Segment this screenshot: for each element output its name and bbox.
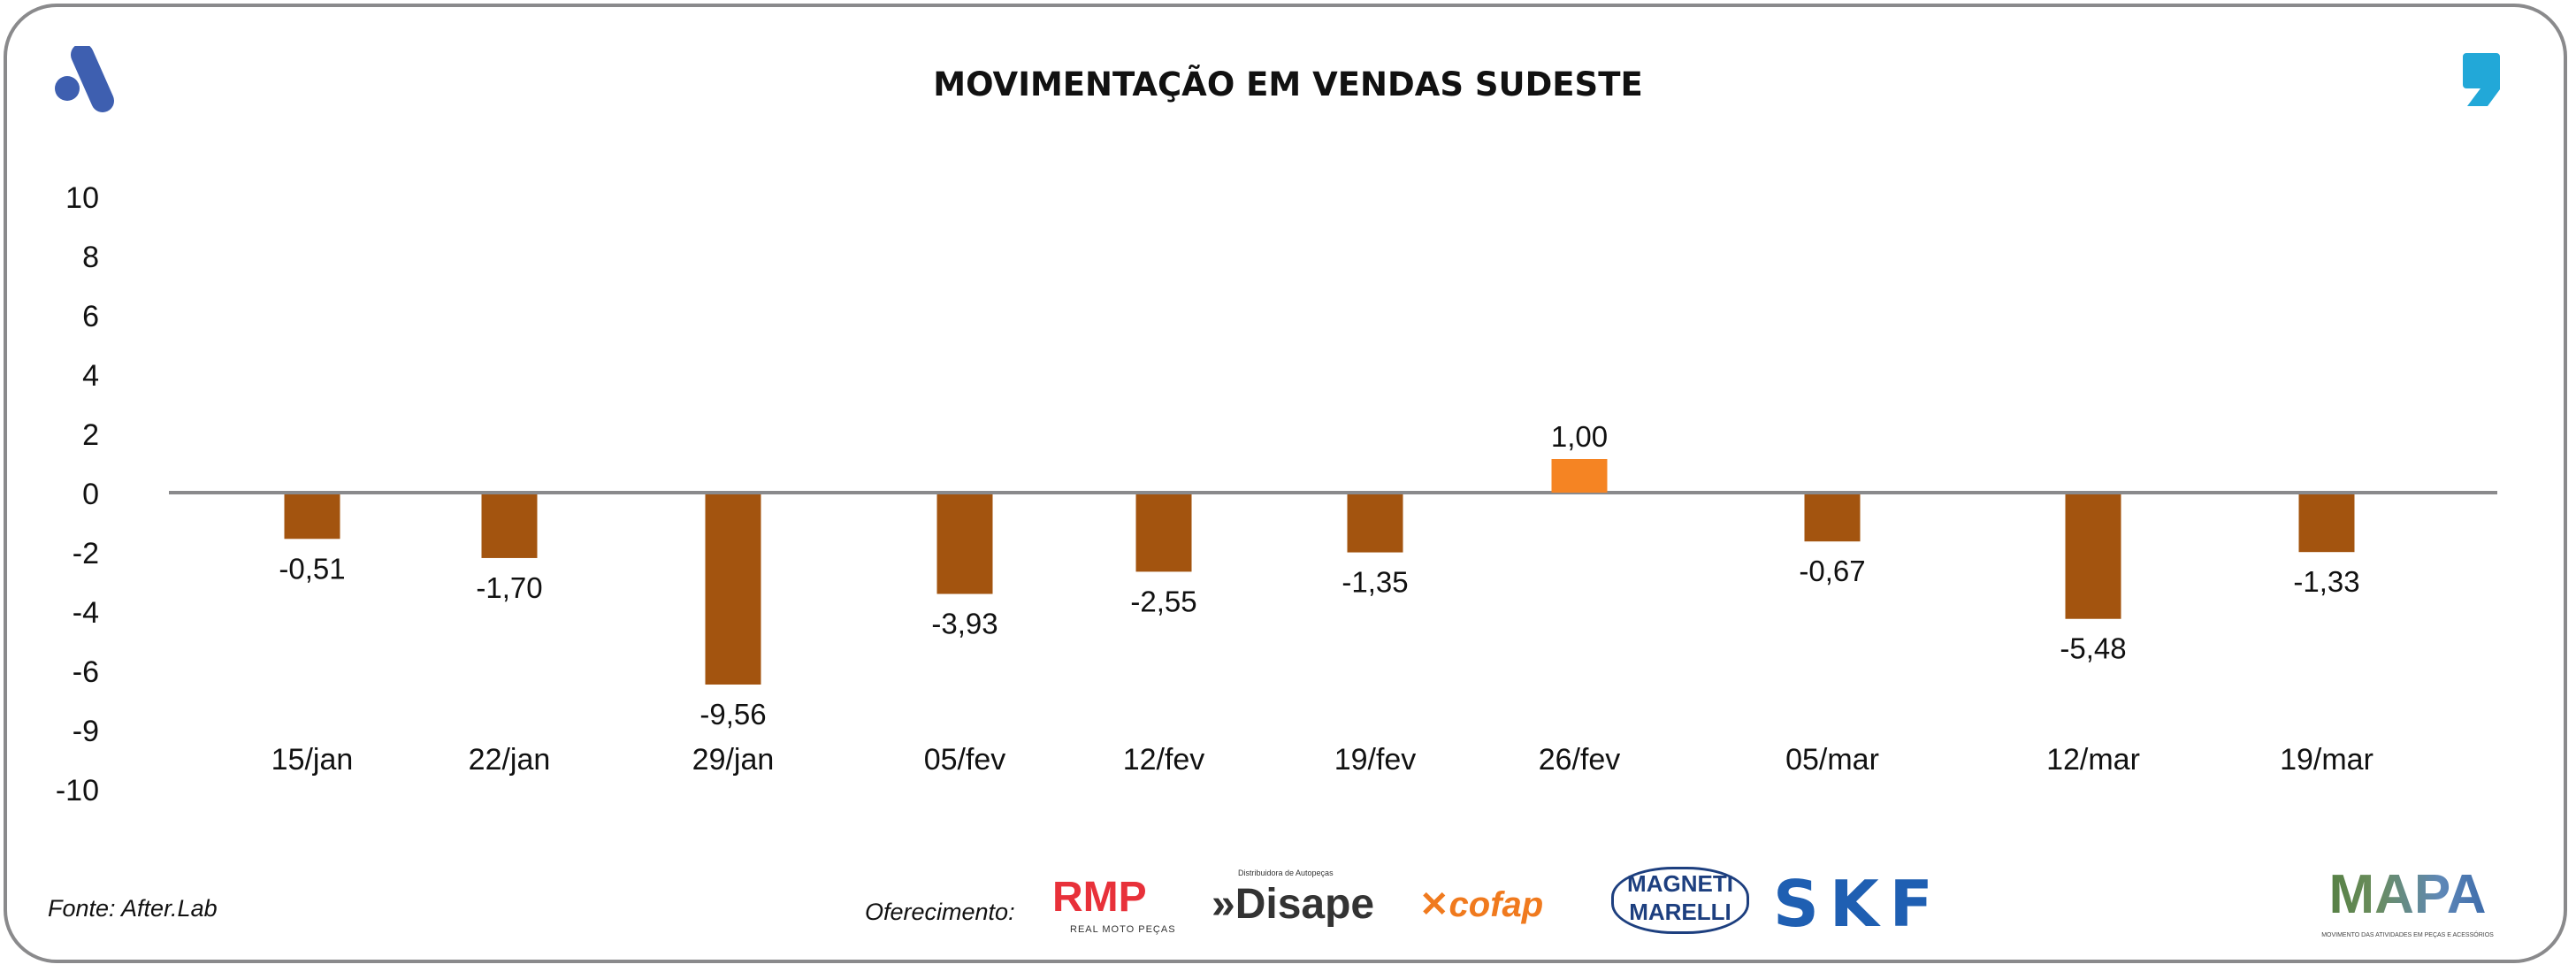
- data-label: -1,33: [2293, 565, 2359, 598]
- disape-tagline: Distribuidora de Autopeças: [1238, 869, 1334, 877]
- sponsor-logo-skf: SKF: [1773, 867, 1944, 941]
- sponsor-label: Oferecimento:: [865, 899, 1015, 925]
- y-tick-label: 8: [82, 241, 99, 274]
- y-tick-label: 4: [82, 359, 99, 393]
- brand-a-logo-icon: [55, 46, 114, 112]
- bar: [1135, 494, 1192, 572]
- x-category-label: 15/jan: [271, 743, 354, 777]
- mapa-logo: MAPA MOVIMENTO DAS ATIVIDADES EM PEÇAS E…: [2308, 862, 2507, 939]
- disape-wordmark: »Disape: [1212, 880, 1375, 928]
- bar: [481, 494, 538, 558]
- mapa-tagline: MOVIMENTO DAS ATIVIDADES EM PEÇAS E ACES…: [2321, 932, 2494, 939]
- x-category-label: 19/fev: [1334, 743, 1417, 777]
- data-label: -0,51: [279, 552, 345, 585]
- y-tick-label: -4: [73, 596, 99, 630]
- data-label: -1,70: [476, 571, 542, 604]
- mapa-wordmark: MAPA: [2308, 862, 2507, 928]
- sponsor-logo-magneti-marelli: MAGNETI MARELLI: [1611, 867, 1749, 934]
- x-category-label: 12/fev: [1123, 743, 1205, 777]
- x-category-label: 19/mar: [2280, 743, 2373, 777]
- data-label: -3,93: [931, 608, 998, 640]
- cofap-x-icon: ✕: [1419, 885, 1449, 924]
- data-label: -2,55: [1130, 585, 1196, 617]
- sponsor-logo-disape: Distribuidora de Autopeças »Disape: [1212, 869, 1374, 930]
- data-label: -1,35: [1342, 566, 1408, 599]
- bar: [936, 494, 993, 594]
- sponsor-logo-rmp: RMP REAL MOTO PEÇAS: [1052, 872, 1185, 936]
- data-label: -9,56: [699, 698, 766, 731]
- bar: [1551, 459, 1608, 493]
- y-tick-label: -6: [73, 655, 99, 689]
- chart-title: MOVIMENTAÇÃO EM VENDAS SUDESTE: [933, 65, 1643, 103]
- y-tick-label: 10: [65, 181, 99, 215]
- rmp-tagline: REAL MOTO PEÇAS: [1070, 923, 1176, 935]
- x-category-label: 05/fev: [924, 743, 1006, 777]
- x-category-label: 29/jan: [692, 743, 775, 777]
- comma-logo-icon: [2463, 53, 2500, 106]
- bar: [284, 494, 340, 540]
- y-tick-label: -2: [73, 537, 99, 570]
- x-category-label: 22/jan: [469, 743, 551, 777]
- x-category-label: 05/mar: [1785, 743, 1879, 777]
- bar: [705, 494, 761, 685]
- bar: [2065, 494, 2121, 619]
- data-label: -5,48: [2060, 632, 2126, 665]
- data-label: -0,67: [1799, 555, 1865, 587]
- x-category-label: 26/fev: [1539, 743, 1621, 777]
- y-tick-label: -9: [73, 715, 99, 748]
- y-tick-label: -10: [56, 774, 99, 807]
- rmp-wordmark: RMP: [1052, 874, 1147, 921]
- source-note: Fonte: After.Lab: [48, 895, 218, 922]
- cofap-wordmark: cofap: [1449, 885, 1544, 924]
- y-tick-label: 2: [82, 418, 99, 452]
- sponsor-logo-cofap: ✕cofap: [1419, 884, 1543, 925]
- y-tick-label: 0: [82, 478, 99, 511]
- bar: [1347, 494, 1403, 553]
- x-category-label: 12/mar: [2046, 743, 2140, 777]
- card-frame: [4, 4, 2567, 963]
- bar: [2298, 494, 2355, 553]
- y-tick-label: 6: [82, 300, 99, 333]
- bar: [1804, 494, 1861, 542]
- data-label: 1,00: [1551, 420, 1608, 453]
